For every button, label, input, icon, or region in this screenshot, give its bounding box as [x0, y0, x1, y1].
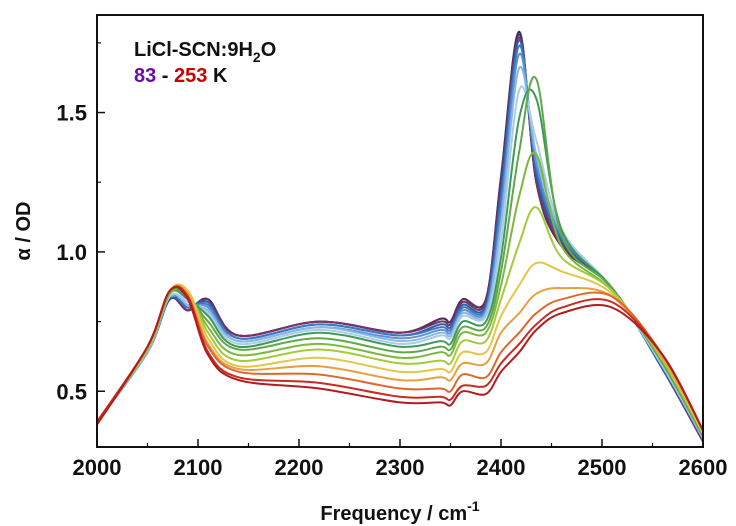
legend-temperature-range: 83 - 253 K	[134, 65, 228, 87]
x-tick-label: 2600	[679, 455, 728, 480]
legend-temp-high: 253	[174, 65, 207, 87]
x-tick-label: 2300	[376, 455, 425, 480]
x-tick-label: 2000	[73, 455, 122, 480]
spectrum-line-7	[96, 65, 704, 440]
legend-temp-unit: K	[207, 65, 228, 87]
x-axis-title: Frequency / cm-1	[320, 498, 479, 525]
spectrum-line-8	[96, 85, 704, 437]
spectrum-line-16	[96, 285, 704, 431]
legend-sample-subscript: 2	[253, 49, 261, 65]
spectrum-line-14	[96, 284, 704, 431]
legend-temp-low: 83	[134, 65, 156, 87]
spectrum-line-17	[96, 286, 704, 431]
y-axis-title: α / OD	[13, 202, 35, 261]
spectrum-line-10	[96, 75, 704, 437]
spectrum-line-4	[96, 39, 704, 440]
legend: LiCl-SCN:9H2O 83 - 253 K	[134, 39, 276, 87]
y-tick-label: 1.5	[56, 101, 87, 126]
spectrum-line-12	[96, 206, 704, 434]
spectrum-line-9	[96, 88, 704, 437]
legend-sample-label: LiCl-SCN:9H2O	[134, 39, 276, 65]
spectrum-line-3	[96, 36, 704, 442]
plot-area	[96, 30, 704, 442]
legend-temp-separator: -	[156, 65, 174, 87]
y-axis: 0.5 1.0 1.5	[56, 42, 105, 404]
x-tick-label: 2400	[477, 455, 526, 480]
x-axis: 2000 2100 2200 2300 2400 2500 2600	[73, 439, 728, 480]
x-tick-label: 2100	[174, 455, 223, 480]
y-tick-label: 1.0	[56, 240, 87, 265]
x-axis-title-superscript: -1	[467, 498, 480, 514]
spectrum-line-13	[96, 261, 704, 434]
x-tick-label: 2200	[275, 455, 324, 480]
x-tick-label: 2500	[578, 455, 627, 480]
y-tick-label: 0.5	[56, 379, 87, 404]
